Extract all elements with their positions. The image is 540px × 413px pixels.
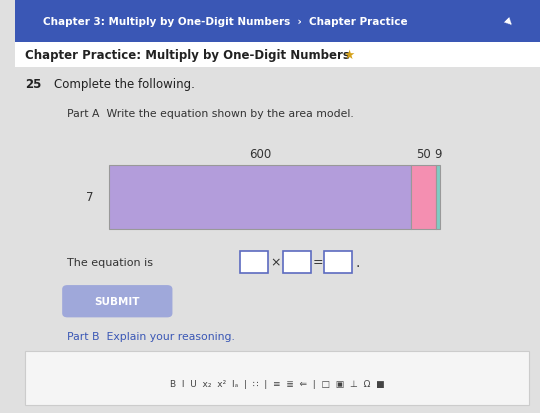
- Text: ×: ×: [271, 256, 281, 269]
- Text: 600: 600: [249, 147, 271, 160]
- FancyBboxPatch shape: [15, 43, 540, 68]
- Text: The equation is: The equation is: [68, 257, 157, 267]
- Text: 50: 50: [416, 147, 430, 160]
- Text: ▸: ▸: [501, 14, 516, 29]
- Text: ★: ★: [343, 49, 354, 62]
- Text: 7: 7: [86, 191, 93, 204]
- FancyBboxPatch shape: [25, 351, 530, 405]
- Text: 9: 9: [434, 147, 442, 160]
- Text: 25: 25: [25, 78, 42, 91]
- Text: SUBMIT: SUBMIT: [94, 297, 140, 306]
- FancyBboxPatch shape: [323, 251, 352, 273]
- Text: =: =: [313, 256, 323, 269]
- Text: .: .: [356, 255, 360, 269]
- FancyBboxPatch shape: [283, 251, 311, 273]
- FancyBboxPatch shape: [110, 165, 410, 229]
- FancyBboxPatch shape: [410, 165, 436, 229]
- Text: Complete the following.: Complete the following.: [55, 78, 195, 91]
- FancyBboxPatch shape: [240, 251, 268, 273]
- Text: Chapter Practice: Multiply by One-Digit Numbers: Chapter Practice: Multiply by One-Digit …: [25, 49, 350, 62]
- Text: B  I  U  x₂  x²  Iₐ  |  ∷  |  ≡  ≣  ⇐  |  □  ▣  ⊥  Ω  ■: B I U x₂ x² Iₐ | ∷ | ≡ ≣ ⇐ | □ ▣ ⊥ Ω ■: [170, 379, 385, 388]
- FancyBboxPatch shape: [62, 285, 172, 318]
- FancyBboxPatch shape: [436, 165, 440, 229]
- Text: Part A  Write the equation shown by the area model.: Part A Write the equation shown by the a…: [68, 109, 354, 119]
- Text: Part B  Explain your reasoning.: Part B Explain your reasoning.: [68, 332, 235, 342]
- FancyBboxPatch shape: [15, 0, 540, 43]
- Text: Chapter 3: Multiply by One-Digit Numbers  ›  Chapter Practice: Chapter 3: Multiply by One-Digit Numbers…: [43, 17, 407, 26]
